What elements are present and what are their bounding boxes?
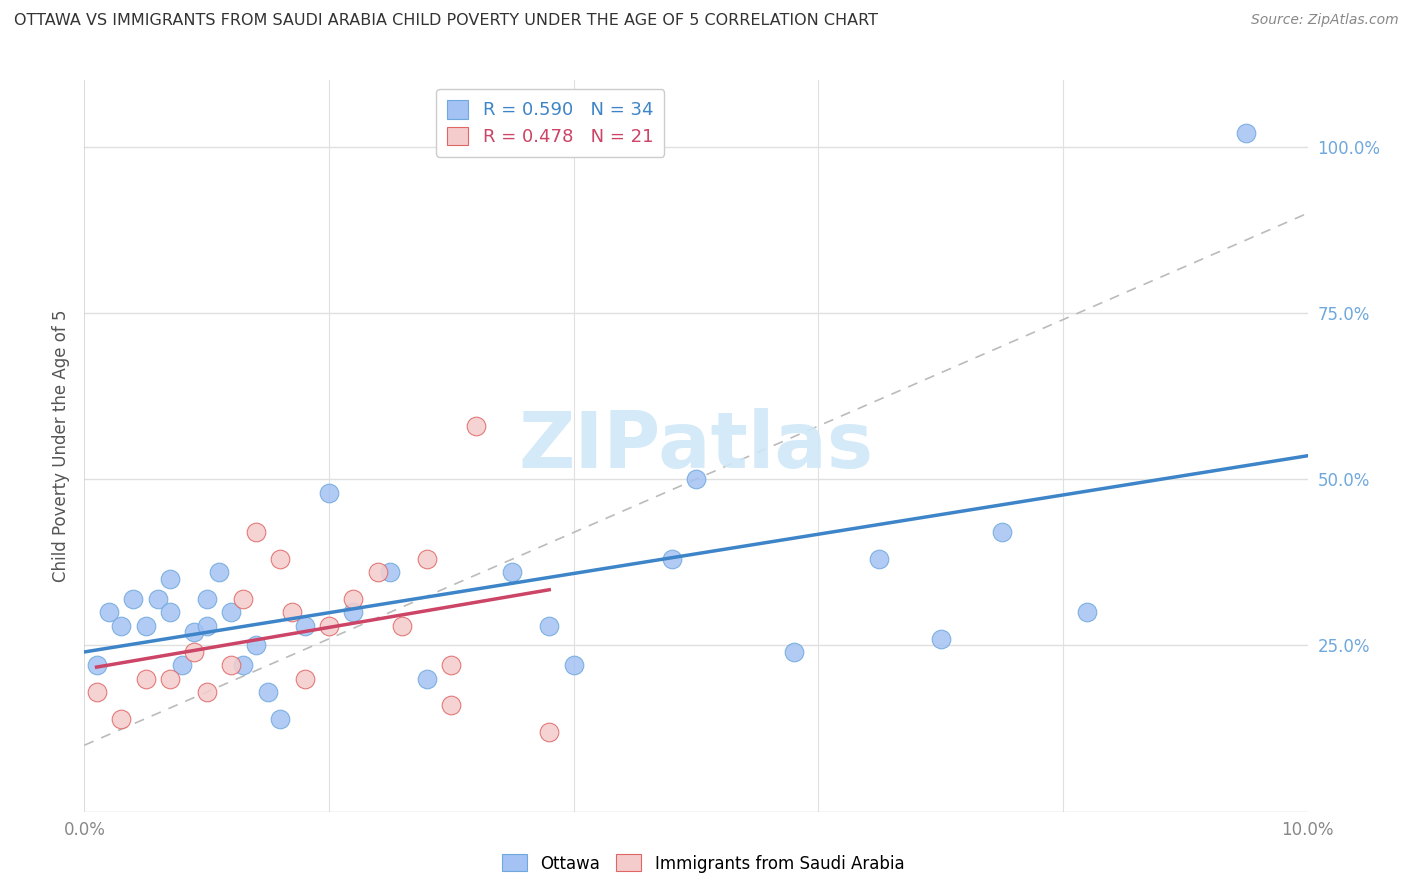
Point	[232, 658, 254, 673]
Point	[294, 672, 316, 686]
Point	[172, 658, 194, 673]
Point	[269, 552, 291, 566]
Point	[869, 552, 891, 566]
Point	[1236, 127, 1258, 141]
Point	[86, 685, 108, 699]
Point	[110, 618, 132, 632]
Point	[269, 712, 291, 726]
Point	[183, 645, 205, 659]
Point	[159, 572, 181, 586]
Y-axis label: Child Poverty Under the Age of 5: Child Poverty Under the Age of 5	[52, 310, 70, 582]
Point	[110, 712, 132, 726]
Point	[195, 618, 218, 632]
Point	[416, 552, 439, 566]
Point	[294, 618, 316, 632]
Point	[391, 618, 413, 632]
Point	[159, 672, 181, 686]
Point	[342, 605, 364, 619]
Point	[538, 725, 561, 739]
Point	[135, 618, 157, 632]
Point	[1076, 605, 1098, 619]
Point	[159, 605, 181, 619]
Point	[245, 525, 267, 540]
Point	[380, 566, 402, 580]
Point	[195, 685, 218, 699]
Point	[232, 591, 254, 606]
Point	[991, 525, 1014, 540]
Point	[208, 566, 231, 580]
Point	[219, 658, 242, 673]
Point	[97, 605, 120, 619]
Point	[416, 672, 439, 686]
Point	[195, 591, 218, 606]
Point	[929, 632, 952, 646]
Point	[257, 685, 280, 699]
Legend: Ottawa, Immigrants from Saudi Arabia: Ottawa, Immigrants from Saudi Arabia	[495, 847, 911, 880]
Point	[783, 645, 806, 659]
Point	[685, 472, 707, 486]
Point	[122, 591, 145, 606]
Point	[440, 658, 463, 673]
Point	[318, 618, 340, 632]
Text: Source: ZipAtlas.com: Source: ZipAtlas.com	[1251, 13, 1399, 28]
Point	[661, 552, 683, 566]
Legend: R = 0.590   N = 34, R = 0.478   N = 21: R = 0.590 N = 34, R = 0.478 N = 21	[436, 89, 664, 157]
Point	[183, 625, 205, 640]
Point	[367, 566, 389, 580]
Point	[440, 698, 463, 713]
Point	[86, 658, 108, 673]
Point	[342, 591, 364, 606]
Point	[562, 658, 585, 673]
Point	[219, 605, 242, 619]
Text: ZIPatlas: ZIPatlas	[519, 408, 873, 484]
Point	[245, 639, 267, 653]
Text: OTTAWA VS IMMIGRANTS FROM SAUDI ARABIA CHILD POVERTY UNDER THE AGE OF 5 CORRELAT: OTTAWA VS IMMIGRANTS FROM SAUDI ARABIA C…	[14, 13, 879, 29]
Point	[502, 566, 524, 580]
Point	[318, 485, 340, 500]
Point	[464, 419, 486, 434]
Point	[135, 672, 157, 686]
Point	[281, 605, 304, 619]
Point	[146, 591, 169, 606]
Point	[538, 618, 561, 632]
